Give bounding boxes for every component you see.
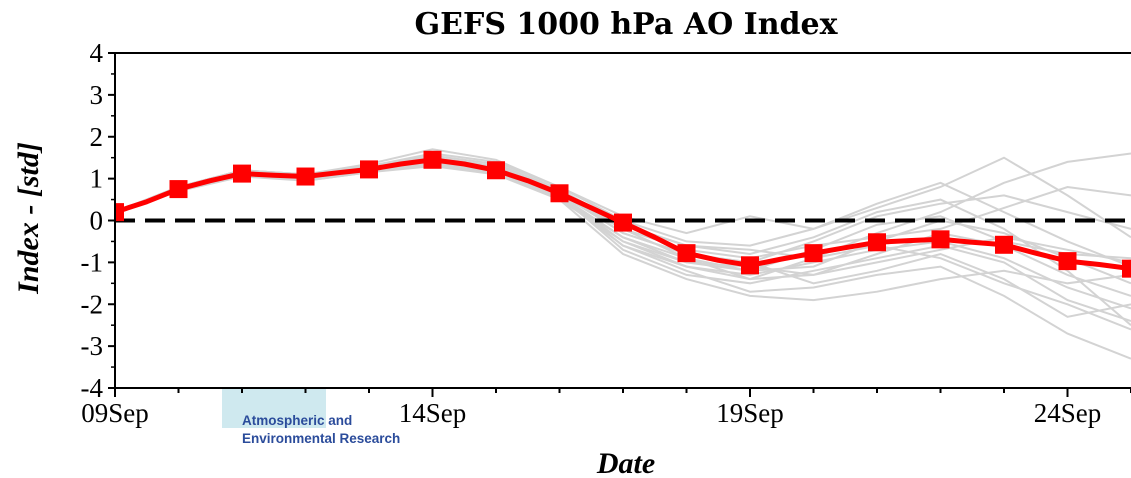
x-axis-label: Date xyxy=(596,447,655,478)
ensemble-member-line-6 xyxy=(115,158,1131,360)
mean-marker-11 xyxy=(233,164,251,183)
mean-marker-15 xyxy=(487,161,505,180)
mean-marker-18 xyxy=(677,244,696,263)
mean-marker-23 xyxy=(995,235,1013,254)
y-tick-label-3: 3 xyxy=(90,80,104,110)
x-tick-label-24Sep: 24Sep xyxy=(1034,398,1102,428)
y-tick-label-4: 4 xyxy=(90,38,104,68)
y-tick-label-0: 0 xyxy=(90,206,104,236)
mean-marker-22 xyxy=(931,230,950,249)
mean-marker-10 xyxy=(169,180,188,199)
mean-marker-16 xyxy=(550,184,569,203)
y-tick-label--1: -1 xyxy=(81,247,104,277)
mean-marker-19 xyxy=(741,256,759,275)
mean-marker-13 xyxy=(360,160,378,179)
x-tick-label-19Sep: 19Sep xyxy=(716,398,784,428)
y-tick-label--2: -2 xyxy=(81,289,104,319)
mean-marker-17 xyxy=(614,213,632,232)
aer-logo-badge xyxy=(222,388,326,428)
mean-marker-25 xyxy=(1122,259,1131,278)
x-tick-label-09Sep: 09Sep xyxy=(81,398,149,428)
y-axis-label: Index - [std] xyxy=(12,142,45,295)
x-tick-label-14Sep: 14Sep xyxy=(399,398,467,428)
y-tick-label--3: -3 xyxy=(81,331,104,361)
mean-marker-14 xyxy=(423,150,442,169)
plot-area xyxy=(115,148,1131,360)
mean-marker-20 xyxy=(804,244,823,263)
y-tick-label--4: -4 xyxy=(81,373,104,403)
mean-marker-21 xyxy=(868,233,886,252)
y-tick-label-1: 1 xyxy=(90,164,104,194)
mean-marker-24 xyxy=(1058,252,1077,271)
aer-logo-line1: Atmospheric and xyxy=(242,413,352,428)
aer-logo-line2: Environmental Research xyxy=(242,431,400,446)
mean-marker-9 xyxy=(115,203,124,222)
mean-marker-12 xyxy=(296,167,315,186)
plot-clipped xyxy=(115,148,1131,360)
chart-title: GEFS 1000 hPa AO Index xyxy=(415,7,839,42)
aer-logo: Atmospheric and Environmental Research xyxy=(222,388,400,446)
y-tick-label-2: 2 xyxy=(90,122,104,152)
